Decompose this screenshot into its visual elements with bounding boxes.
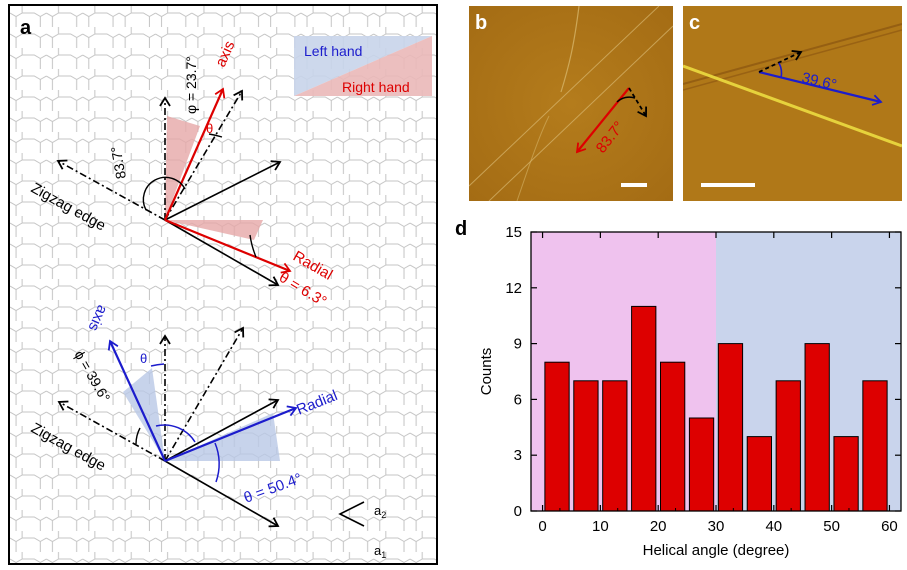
x-tick-label: 20 [650,518,667,535]
x-tick-label: 60 [881,518,898,535]
handedness-legend: Left hand Right hand [294,36,432,96]
panel-b-afm-image: 83.7° b [469,6,673,201]
x-tick-label: 10 [592,518,609,535]
afm-image-c: 39.6° [683,6,902,201]
y-tick-label: 6 [514,391,522,408]
afm-image-b: 83.7° [469,6,673,201]
legend-right-hand: Right hand [342,79,410,95]
y-tick-label: 0 [514,503,522,520]
histogram-bar [862,380,888,512]
lattice-vectors: a2 a1 [338,501,386,560]
panel-d-letter: d [455,218,468,240]
x-tick-label: 50 [823,518,840,535]
histogram-bar [573,380,599,512]
top-83-label: 83.7° [107,145,128,180]
x-tick-label: 0 [538,518,546,535]
histogram-bar [804,343,830,512]
histogram-bar [833,436,859,512]
a1-label: a1 [374,543,386,560]
panel-a-letter: a [20,17,32,39]
histogram-bar [746,436,772,512]
legend-left-hand: Left hand [304,43,362,59]
x-axis-ticks: 0 10 20 30 40 50 60 [538,232,898,535]
a2-label: a2 [374,503,386,520]
x-axis-label: Helical angle (degree) [643,542,790,559]
y-tick-label: 9 [514,336,522,353]
histogram-bar [602,380,628,512]
scale-bar-b [621,183,647,187]
y-tick-label: 15 [505,224,522,241]
top-phi-label: φ = 23.7° [183,56,199,114]
histogram-bar [775,380,801,512]
panel-a-diagram: a Left hand Right hand φ = 23.7° axis θ [8,4,438,565]
panel-d-histogram: d 0 10 20 30 40 50 60 0 3 6 9 12 15 Helical angle (… [455,210,907,565]
x-tick-label: 30 [708,518,725,535]
bottom-theta-small: θ [140,351,147,366]
x-tick-label: 40 [765,518,782,535]
top-theta-small: θ [206,121,213,136]
scale-bar-c [701,183,755,187]
y-tick-label: 12 [505,280,522,297]
graphene-lattice [10,6,436,563]
histogram-bar [631,305,657,512]
histogram-bar [688,417,715,512]
histogram-bar [544,361,570,512]
y-tick-label: 3 [514,447,522,464]
helix-angle-diagram: a Left hand Right hand φ = 23.7° axis θ [10,6,436,563]
panel-c-letter: c [689,12,701,34]
y-axis-label: Counts [478,348,495,396]
panel-b-letter: b [475,12,488,34]
histogram-bar [717,343,744,512]
histogram-bar [660,361,686,512]
panel-c-afm-image: 39.6° c [683,6,902,201]
y-axis-ticks: 0 3 6 9 12 15 [505,224,901,520]
helical-angle-histogram: 0 10 20 30 40 50 60 0 3 6 9 12 15 Helical angle (de… [478,224,902,559]
